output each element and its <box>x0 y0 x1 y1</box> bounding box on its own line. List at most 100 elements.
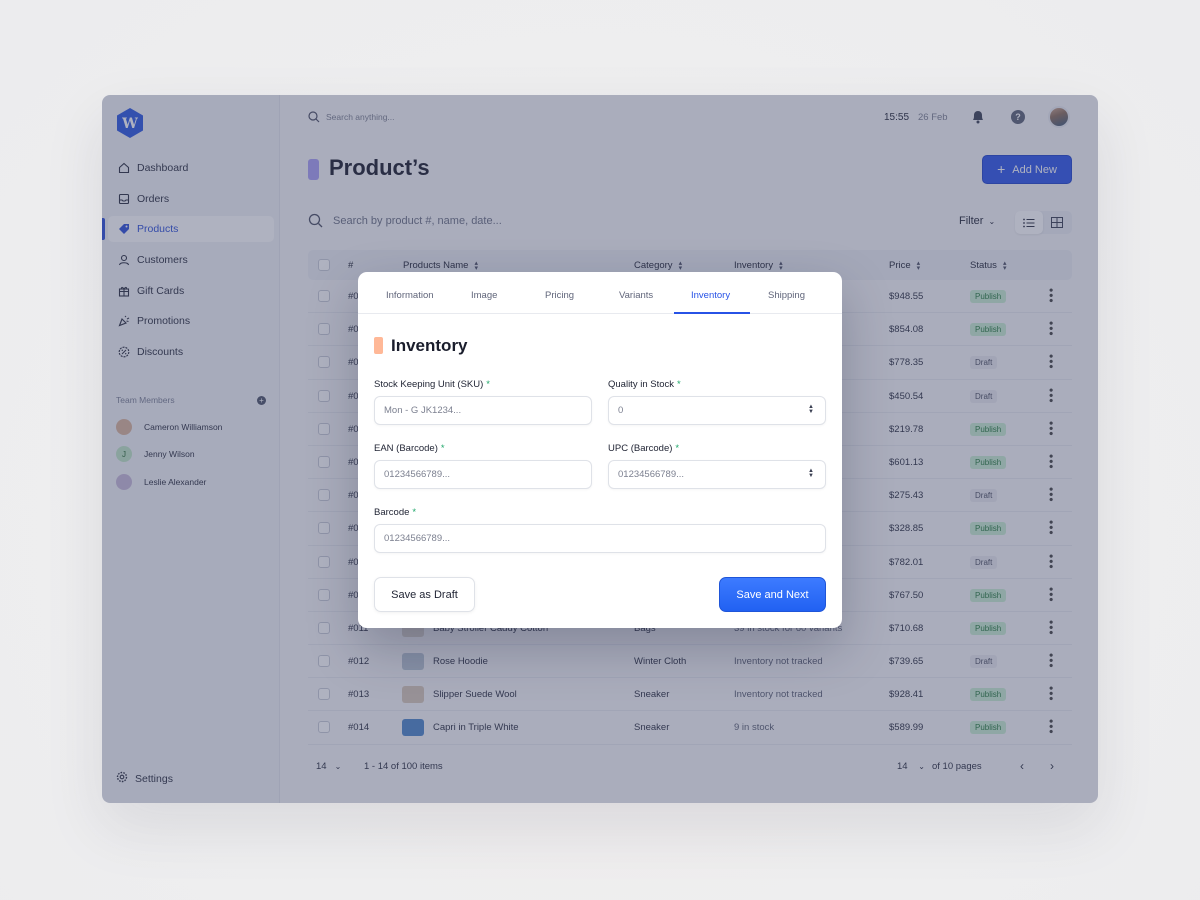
upc-input[interactable]: 01234566789... ▲ ▼ <box>608 460 826 489</box>
help-icon[interactable]: ? <box>1011 110 1025 124</box>
team-member[interactable]: Cameron Williamson <box>116 419 222 435</box>
add-new-button[interactable]: + Add New <box>982 155 1072 184</box>
row-checkbox[interactable] <box>318 290 330 302</box>
sidebar-item-label: Discounts <box>137 346 184 359</box>
row-checkbox[interactable] <box>318 489 330 502</box>
row-checkbox[interactable] <box>318 588 330 601</box>
row-price: $928.41 <box>889 689 924 701</box>
team-members-title: Team Members <box>116 395 175 405</box>
row-product-name[interactable]: Slipper Suede Wool <box>433 689 517 701</box>
sidebar-item-label: Dashboard <box>137 162 189 174</box>
stepper-icon[interactable]: ▲ ▼ <box>808 404 814 415</box>
table-row[interactable]: #011 Baby Stroller Caddy Cotton Bags 39 in … <box>308 612 1072 646</box>
logo-letter: W <box>121 116 138 132</box>
brand-logo[interactable]: W <box>114 107 146 139</box>
row-checkbox[interactable] <box>318 721 330 734</box>
quality-stepper[interactable]: 0 ▲ ▼ <box>608 396 826 425</box>
sidebar-item-label: Orders <box>137 192 170 205</box>
search-icon <box>308 213 323 228</box>
status-badge: Draft <box>970 389 998 403</box>
row-price: $601.13 <box>889 456 924 468</box>
sort-icon: ▴ ▾ <box>1002 259 1007 272</box>
column-status[interactable]: Status ▴ ▾ <box>970 259 1007 272</box>
global-search[interactable]: Search anything... <box>308 111 395 123</box>
row-checkbox[interactable] <box>318 621 330 634</box>
column-category-label: Category <box>634 260 673 271</box>
column-name[interactable]: Products Name ▴ ▾ <box>403 260 478 272</box>
product-thumbnail <box>402 653 424 671</box>
row-product-name[interactable]: Baby Stroller Caddy Cotton <box>433 622 549 634</box>
select-all-checkbox[interactable] <box>318 259 330 271</box>
quality-label: Quality in Stock * <box>608 379 681 390</box>
team-member[interactable]: Leslie Alexander <box>116 474 206 490</box>
row-product-name[interactable]: Rose Hoodie <box>433 656 488 668</box>
row-checkbox[interactable] <box>318 422 330 435</box>
list-view-icon[interactable] <box>1015 211 1043 234</box>
tab-information[interactable]: Information <box>386 290 434 301</box>
sidebar-item-products[interactable]: Products <box>102 216 274 243</box>
column-category[interactable]: Category ▴ ▾ <box>634 260 682 272</box>
column-inventory[interactable]: Inventory ▴ ▾ <box>734 260 783 272</box>
page-title: Product’s <box>329 155 430 180</box>
row-inventory: 9 in stock <box>734 722 775 734</box>
row-product-name[interactable]: Capri in Triple White <box>433 722 519 734</box>
table-row[interactable]: #012 Rose Hoodie Winter Cloth Inventory not… <box>308 645 1072 679</box>
row-id: #0 <box>348 291 359 302</box>
plus-icon: + <box>997 161 1006 177</box>
row-price: $778.35 <box>889 357 924 369</box>
row-checkbox[interactable] <box>318 389 330 402</box>
row-checkbox[interactable] <box>318 356 330 369</box>
sidebar-item-orders[interactable]: Orders <box>108 186 274 212</box>
user-avatar[interactable] <box>1048 106 1070 128</box>
row-price: $739.65 <box>889 656 924 668</box>
tab-inventory[interactable]: Inventory <box>691 290 731 301</box>
row-checkbox[interactable] <box>318 522 330 535</box>
sidebar-item-dashboard[interactable]: Dashboard <box>108 155 274 181</box>
product-search-input[interactable]: Search by product #, name, date... <box>308 213 502 228</box>
sku-placeholder: Mon - G JK1234... <box>384 405 462 416</box>
team-member[interactable]: J Jenny Wilson <box>116 446 195 462</box>
tab-image[interactable]: Image <box>471 290 498 301</box>
stepper-icon[interactable]: ▲ ▼ <box>808 468 814 479</box>
sidebar: W Dashboard Orders Products Customers <box>102 95 280 803</box>
tab-pricing[interactable]: Pricing <box>545 290 575 301</box>
grid-view-icon[interactable] <box>1043 211 1071 234</box>
row-checkbox[interactable] <box>318 323 330 336</box>
chevron-left-icon[interactable]: ‹ <box>1020 759 1024 773</box>
status-badge: Publish <box>970 290 1007 303</box>
column-id: # <box>348 260 354 271</box>
column-price[interactable]: Price ▴ ▾ <box>889 260 920 272</box>
add-member-icon[interactable]: + <box>257 396 266 405</box>
tab-variants[interactable]: Variants <box>619 290 654 301</box>
status-badge: Draft <box>970 356 998 370</box>
per-page-select[interactable]: 14 ⌄ <box>316 761 341 772</box>
save-draft-button[interactable]: Save as Draft <box>374 577 475 612</box>
sidebar-item-settings[interactable]: Settings <box>116 771 173 786</box>
row-checkbox[interactable] <box>318 688 330 701</box>
tab-shipping[interactable]: Shipping <box>768 290 805 301</box>
bell-icon[interactable] <box>971 109 985 129</box>
filter-dropdown[interactable]: Filter ⌄ <box>959 215 995 227</box>
row-checkbox[interactable] <box>318 455 330 468</box>
product-thumbnail <box>402 719 424 737</box>
table-row[interactable]: #013 Slipper Suede Wool Sneaker Inventory n… <box>308 678 1072 712</box>
sidebar-item-customers[interactable]: Customers <box>108 247 274 273</box>
row-checkbox[interactable] <box>318 555 330 568</box>
barcode-input[interactable]: 01234566789... <box>374 524 826 553</box>
sidebar-item-promotions[interactable]: Promotions <box>108 308 274 334</box>
home-icon <box>117 162 130 175</box>
chevron-right-icon[interactable]: › <box>1050 759 1054 773</box>
modal-title: Inventory <box>391 336 468 355</box>
sidebar-item-discounts[interactable]: Discounts <box>108 339 274 365</box>
table-row[interactable]: #014 Capri in Triple White Sneaker 9 in sto… <box>308 711 1072 745</box>
row-price: $275.43 <box>889 490 924 502</box>
save-next-button[interactable]: Save and Next <box>719 577 826 612</box>
title-accent <box>374 337 383 354</box>
sku-input[interactable]: Mon - G JK1234... <box>374 396 592 425</box>
page-select[interactable]: 14 ⌄ <box>897 761 925 772</box>
row-checkbox[interactable] <box>318 655 330 668</box>
sidebar-item-gift-cards[interactable]: Gift Cards <box>108 278 274 304</box>
ean-input[interactable]: 01234566789... <box>374 460 592 489</box>
row-price: $328.85 <box>889 523 924 535</box>
sidebar-item-label: Promotions <box>137 315 191 328</box>
